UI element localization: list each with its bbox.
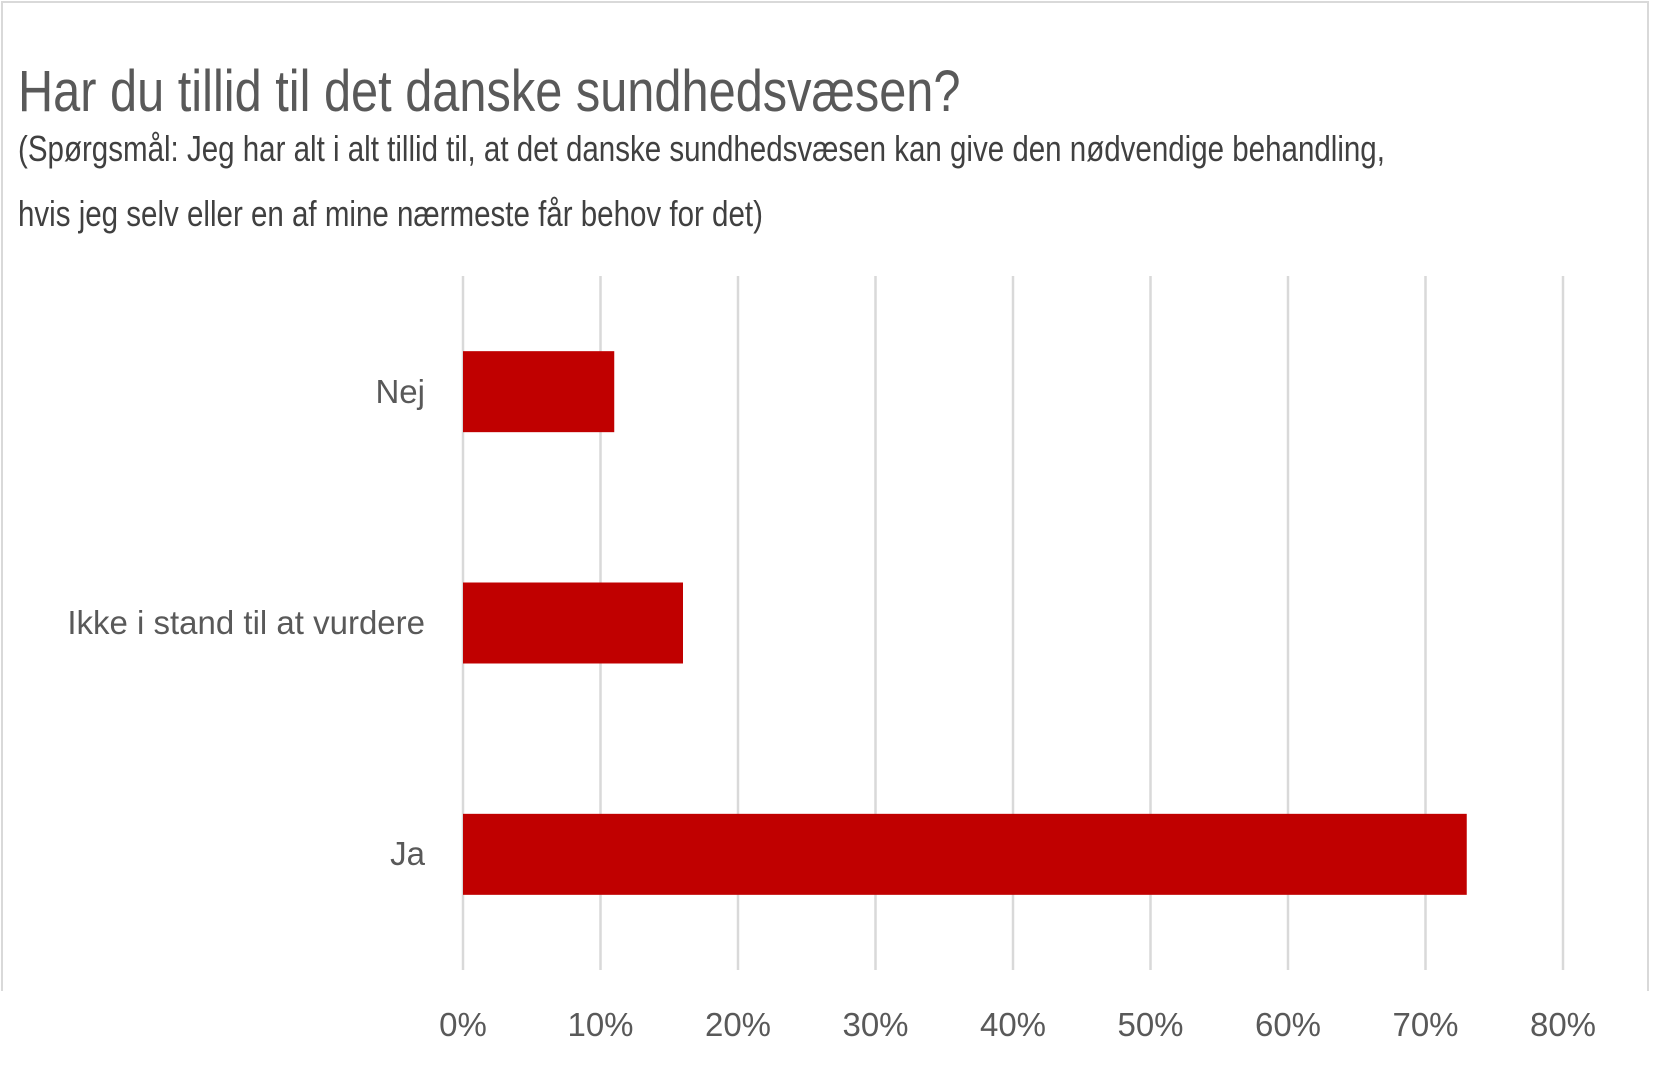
category-label: Nej [375, 372, 425, 410]
x-tick-label: 30% [842, 1006, 909, 1043]
x-tick-label: 60% [1254, 1006, 1322, 1043]
category-label: Ikke i stand til at vurdere [67, 604, 425, 641]
chart-title: Har du tillid til det danske sundhedsvæs… [18, 59, 961, 124]
x-tick-label: 40% [979, 1006, 1047, 1043]
chart-subtitle-line-1: (Spørgsmål: Jeg har alt i alt tillid til… [18, 128, 1385, 169]
x-tick-label: 0% [439, 1006, 487, 1043]
x-tick-label: 10% [567, 1006, 634, 1043]
chart-subtitle-line-2: hvis jeg selv eller en af mine nærmeste … [18, 193, 763, 234]
x-tick-label: 20% [704, 1006, 772, 1043]
category-label: Ja [390, 835, 425, 873]
x-tick-label: 80% [1529, 1006, 1597, 1043]
x-tick-label: 70% [1392, 1006, 1459, 1043]
bar-ja [463, 813, 1467, 895]
chart-frame [1, 1, 1649, 991]
bar-nej [463, 351, 615, 433]
x-tick-label: 50% [1117, 1006, 1184, 1043]
bar-ikke-i-stand-til-at-vurdere [463, 582, 683, 664]
